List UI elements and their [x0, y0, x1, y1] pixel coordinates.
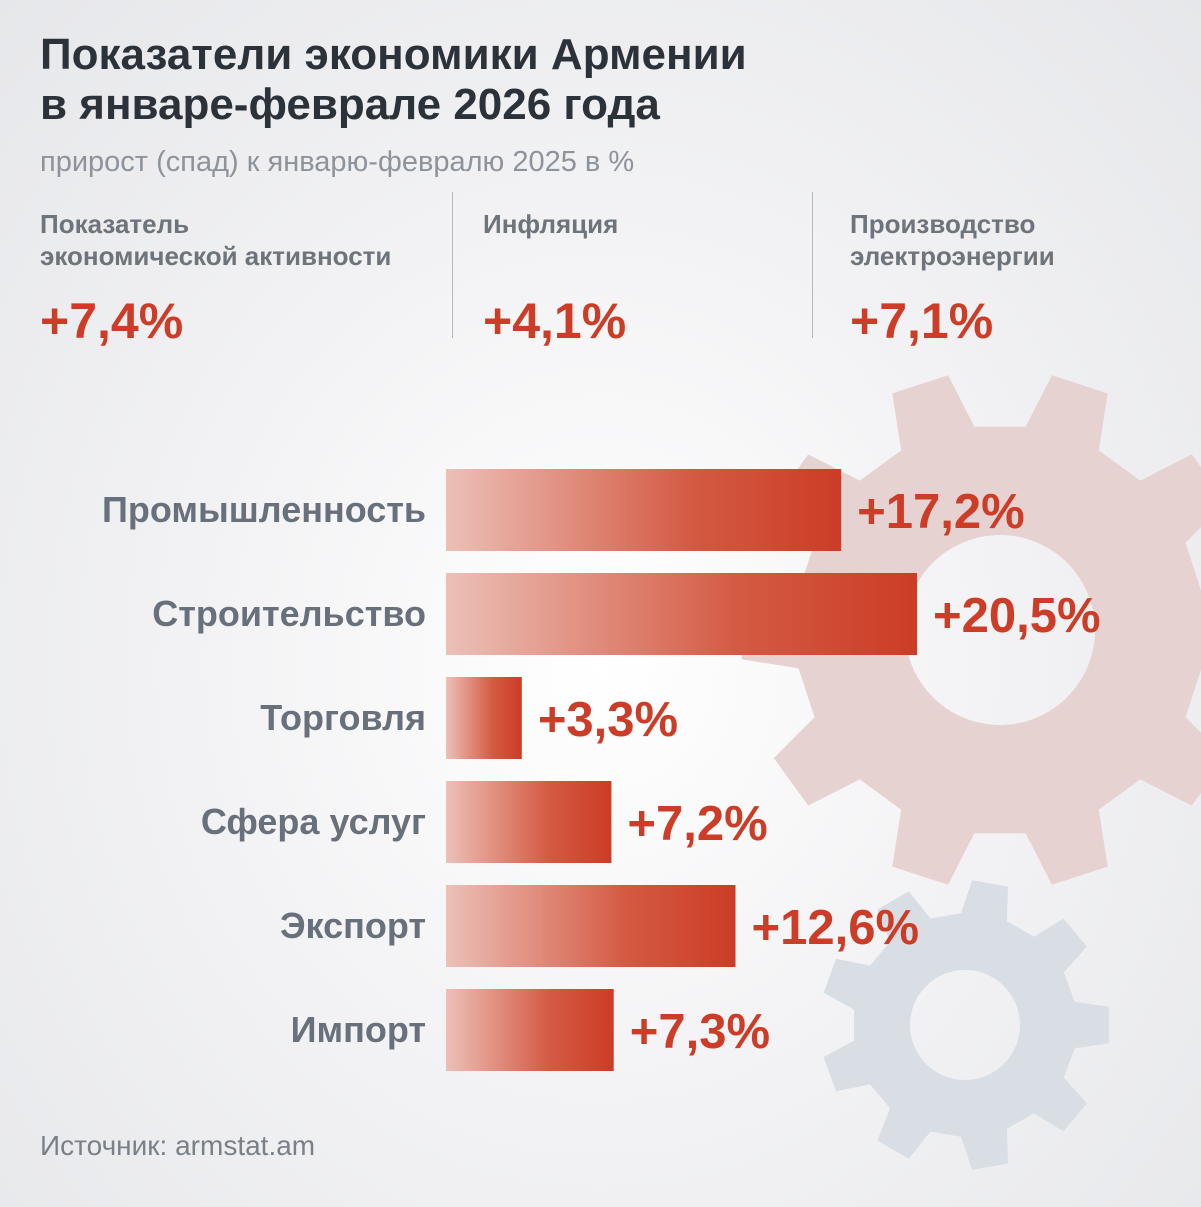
bar — [446, 885, 736, 967]
bar — [446, 573, 917, 655]
category-label: Торговля — [260, 697, 426, 738]
small-gear-shape — [823, 880, 1109, 1170]
bar — [446, 781, 612, 863]
kpi-divider — [452, 192, 453, 338]
kpi-economic-activity: Показатель экономической активности +7,4… — [40, 208, 440, 350]
bar — [446, 677, 522, 759]
kpi-electricity-production: Производство электроэнергии +7,1% — [850, 208, 1150, 350]
kpi-label-line-1: Инфляция — [483, 209, 619, 239]
kpi-value: +7,4% — [40, 293, 184, 349]
kpi-label-line-1: Показатель — [40, 209, 190, 239]
kpi-inflation: Инфляция +4,1% — [483, 208, 783, 350]
subtitle: прирост (спад) к январю-февралю 2025 в % — [40, 146, 635, 178]
kpi-divider — [812, 192, 813, 338]
value-label: +20,5% — [933, 589, 1101, 643]
title-line-1: Показатели экономики Армении — [40, 30, 747, 79]
kpi-value: +7,1% — [850, 293, 994, 349]
large-gear-shape — [741, 375, 1201, 885]
value-label: +12,6% — [751, 901, 919, 955]
kpi-label: Производство электроэнергии — [850, 208, 1150, 272]
category-label: Экспорт — [280, 905, 426, 946]
kpi-label: Инфляция — [483, 208, 783, 272]
kpi-label-line-2: электроэнергии — [850, 241, 1055, 271]
category-label: Импорт — [291, 1009, 426, 1050]
category-label: Строительство — [152, 593, 426, 634]
value-label: +17,2% — [857, 485, 1025, 539]
bar — [446, 989, 614, 1071]
value-label: +7,2% — [627, 797, 767, 851]
kpi-label: Показатель экономической активности — [40, 208, 440, 272]
title-line-2: в январе-феврале 2026 года — [40, 80, 660, 129]
value-label: +7,3% — [630, 1005, 770, 1059]
category-label: Промышленность — [102, 489, 426, 530]
page-title: Показатели экономики Армении в январе-фе… — [40, 30, 747, 130]
value-label: +3,3% — [538, 693, 678, 747]
large-gear-icon — [741, 375, 1201, 885]
kpi-label-line-1: Производство — [850, 209, 1036, 239]
kpi-label-line-2: экономической активности — [40, 241, 392, 271]
category-label: Сфера услуг — [201, 801, 426, 842]
source-note: Источник: armstat.am — [40, 1130, 316, 1161]
kpi-value: +4,1% — [483, 293, 627, 349]
bar — [446, 469, 842, 551]
small-gear-icon — [823, 880, 1109, 1170]
